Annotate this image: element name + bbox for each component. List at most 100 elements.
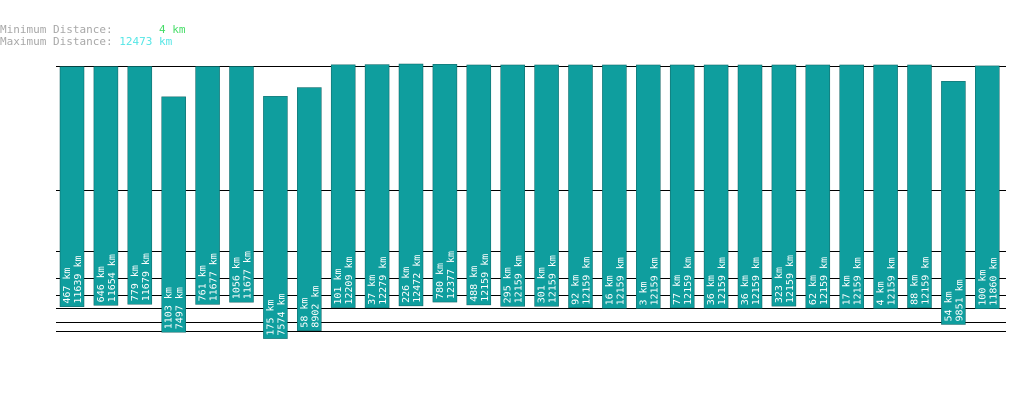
bar-group: 62 km 12159 km [805,64,831,309]
bar [161,96,186,333]
bar-group: 301 km 12159 km [534,64,559,307]
max-distance-label: Maximum Distance: [0,35,113,48]
bar [669,64,695,309]
bar-group: 1056 km 11677 km [229,66,254,303]
bar-max-label: 12159 km [683,257,694,305]
bar-group: 101 km 12209 km [330,64,356,308]
bar [229,66,254,303]
bar-max-label: 12159 km [514,255,525,303]
bar [297,87,322,331]
bar [975,65,1000,309]
bar-min-label: 16 km [604,275,615,305]
bar-max-label: 12472 km [412,255,423,303]
bar [195,66,220,305]
max-distance-row: Maximum Distance: 12473 km [0,36,185,48]
bar-group: 88 km 12159 km [907,64,932,309]
bar-max-label: 11860 km [988,258,999,306]
bar-group: 646 km 11654 km [93,66,119,306]
bar-group: 488 km 12159 km [466,64,492,306]
bar-min-label: 295 km [503,267,514,303]
bar-max-label: 12209 km [344,256,355,304]
bar-min-label: 17 km [842,275,853,305]
bar-min-label: 488 km [469,266,480,302]
bar-max-label: 12159 km [887,257,898,305]
bar-max-label: 11677 km [209,253,220,301]
bar [127,66,153,305]
bar-min-label: 3 km [638,281,649,305]
bar [466,64,492,306]
bar-max-label: 12377 km [446,251,457,299]
bar-group: 323 km 12159 km [771,64,797,307]
bar-group: 16 km 12159 km [602,64,627,309]
bar-min-label: 779 km [130,265,141,301]
min-distance-value: 4 km [158,23,186,36]
bar-group: 36 km 12159 km [703,64,729,309]
distance-summary: Minimum Distance: 4 km Maximum Distance:… [0,24,185,48]
bar-min-label: 77 km [672,275,683,305]
bar-min-label: 101 km [333,268,344,304]
bar [636,64,661,309]
bar-min-label: 58 km [299,298,310,328]
bar-group: 36 km 12159 km [737,64,763,309]
bar-min-label: 62 km [808,275,819,305]
bar-min-label: 1103 km [164,287,175,329]
bar-min-label: 175 km [265,299,276,335]
bar-min-label: 100 km [977,270,988,306]
bar-group: 295 km 12159 km [500,64,525,307]
bar-max-label: 12159 km [853,257,864,305]
bar-min-label: 323 km [774,267,785,303]
bar-max-label: 12159 km [751,257,762,305]
bar-min-label: 4 km [876,281,887,305]
bar-min-label: 467 km [62,268,73,304]
bar [602,64,627,309]
bar-max-label: 12159 km [480,254,491,302]
bar [703,64,729,309]
bar [941,81,966,325]
bar [534,64,559,307]
bar-min-label: 301 km [537,267,548,303]
bar-group: 467 km 11639 km [59,66,85,307]
bar-group: 92 km 12159 km [568,64,593,309]
bar [59,66,85,307]
bar [432,64,458,303]
bar-min-label: 646 km [96,266,107,302]
bar [500,64,525,307]
bar-group: 3 km 12159 km [636,64,661,309]
bar-group: 77 km 12159 km [669,64,695,309]
bars: 467 km 11639 km 646 km 11654 km 779 km 11679 … [59,63,1000,339]
bar [771,64,797,307]
bar-min-label: 54 km [943,291,954,321]
max-distance-value: 12473 km [119,35,173,48]
bar-group: 37 km 12279 km [364,64,390,309]
bar-max-label: 8902 km [310,286,321,328]
bar-max-label: 11654 km [107,254,118,302]
bar-group: 761 km 11677 km [195,66,220,305]
bar-group: 226 km 12472 km [398,63,424,307]
bar-group: 175 km 7574 km [263,96,288,339]
bar-max-label: 12159 km [819,257,830,305]
bar-max-label: 12159 km [615,257,626,305]
bar-min-label: 36 km [706,275,717,305]
bar-group: 779 km 11679 km [127,66,153,305]
bar [398,63,424,307]
bar [364,64,390,309]
bar-max-label: 7497 km [175,287,186,329]
bar [839,64,864,309]
bar [330,64,356,308]
bar-min-label: 1056 km [232,257,243,299]
bar-max-label: 12159 km [548,255,559,303]
bar [805,64,831,309]
bar-max-label: 9851 km [954,279,965,321]
bar-max-label: 11677 km [243,251,254,299]
bar [907,64,932,309]
bar-max-label: 11679 km [141,253,152,301]
bar-min-label: 37 km [367,275,378,305]
min-distance-row: Minimum Distance: 4 km [0,24,185,36]
min-distance-label: Minimum Distance: [0,23,113,36]
bar-min-label: 92 km [571,275,582,305]
bar-max-label: 7574 km [276,293,287,335]
bar-max-label: 12159 km [582,257,593,305]
bar-group: 100 km 11860 km [975,65,1000,309]
bar-min-label: 761 km [198,265,209,301]
